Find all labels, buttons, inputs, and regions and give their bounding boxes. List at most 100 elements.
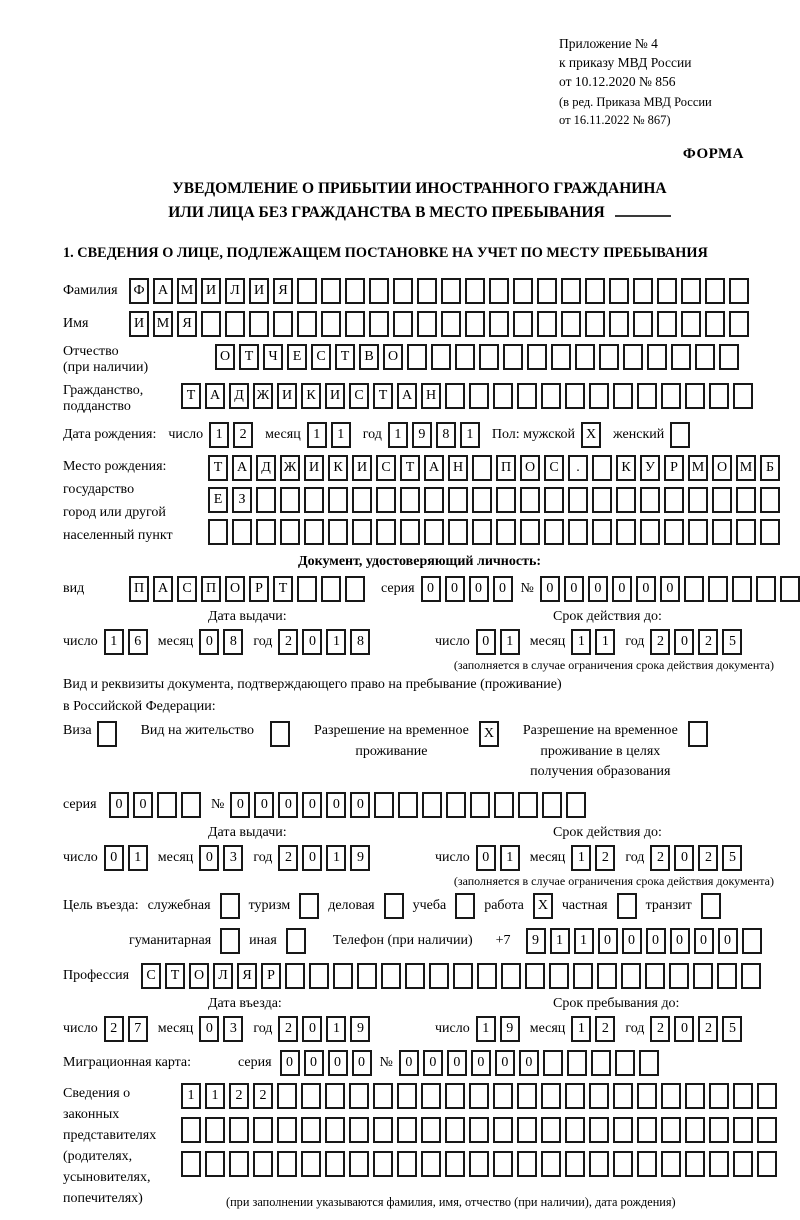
- char-box[interactable]: [503, 344, 523, 370]
- char-box[interactable]: Т: [373, 383, 393, 409]
- char-box[interactable]: [683, 576, 704, 603]
- char-box[interactable]: М: [153, 311, 173, 337]
- char-box[interactable]: [613, 1117, 633, 1144]
- char-box[interactable]: 0: [587, 576, 608, 603]
- char-box[interactable]: [517, 1083, 537, 1110]
- char-box[interactable]: [729, 311, 749, 337]
- char-box[interactable]: 2: [595, 1016, 616, 1043]
- char-box[interactable]: [349, 1083, 369, 1110]
- char-box[interactable]: [695, 344, 715, 370]
- char-box[interactable]: Я: [273, 278, 293, 304]
- char-box[interactable]: [477, 963, 497, 990]
- char-box[interactable]: [520, 487, 540, 513]
- char-box[interactable]: [357, 963, 377, 990]
- char-box[interactable]: Е: [287, 344, 307, 370]
- char-box[interactable]: [637, 1117, 657, 1144]
- char-box[interactable]: 0: [492, 576, 513, 603]
- char-box[interactable]: [157, 792, 177, 819]
- char-box[interactable]: [613, 1083, 633, 1110]
- char-box[interactable]: Ф: [129, 278, 149, 304]
- char-box[interactable]: [219, 893, 240, 920]
- char-box[interactable]: [541, 1151, 561, 1178]
- char-box[interactable]: [565, 1117, 585, 1144]
- char-box[interactable]: [225, 311, 245, 337]
- char-box[interactable]: [256, 519, 276, 545]
- char-box[interactable]: [566, 1050, 587, 1077]
- char-box[interactable]: [589, 383, 609, 409]
- char-box[interactable]: [517, 383, 537, 409]
- char-box[interactable]: [469, 1151, 489, 1178]
- char-box[interactable]: Д: [229, 383, 249, 409]
- char-box[interactable]: [249, 311, 269, 337]
- char-box[interactable]: [455, 893, 476, 920]
- char-box[interactable]: [664, 519, 684, 545]
- char-box[interactable]: [541, 383, 561, 409]
- char-box[interactable]: [616, 487, 636, 513]
- char-box[interactable]: 2: [650, 629, 671, 656]
- char-box[interactable]: 0: [475, 845, 496, 872]
- char-box[interactable]: [369, 311, 389, 337]
- char-box[interactable]: 2: [253, 1083, 273, 1110]
- char-box[interactable]: [733, 1083, 753, 1110]
- char-box[interactable]: В: [359, 344, 379, 370]
- char-box[interactable]: Т: [400, 455, 420, 481]
- char-box[interactable]: [446, 792, 467, 819]
- char-box[interactable]: [373, 1083, 393, 1110]
- char-box[interactable]: [613, 383, 633, 409]
- char-box[interactable]: 0: [475, 629, 496, 656]
- char-box[interactable]: [445, 1117, 465, 1144]
- char-box[interactable]: [573, 963, 593, 990]
- char-box[interactable]: [527, 344, 547, 370]
- char-box[interactable]: [707, 576, 728, 603]
- char-box[interactable]: [561, 278, 581, 304]
- char-box[interactable]: [513, 278, 533, 304]
- char-box[interactable]: 0: [327, 1050, 348, 1077]
- char-box[interactable]: [729, 278, 749, 304]
- char-box[interactable]: [397, 1083, 417, 1110]
- char-box[interactable]: [472, 487, 492, 513]
- char-box[interactable]: [760, 519, 780, 545]
- char-box[interactable]: 1: [571, 845, 592, 872]
- char-box[interactable]: Т: [165, 963, 185, 990]
- char-box[interactable]: [501, 963, 521, 990]
- char-box[interactable]: [633, 278, 653, 304]
- char-box[interactable]: 1: [571, 629, 592, 656]
- char-box[interactable]: [424, 487, 444, 513]
- char-box[interactable]: [393, 278, 413, 304]
- char-box[interactable]: [551, 344, 571, 370]
- char-box[interactable]: [669, 963, 689, 990]
- char-box[interactable]: [397, 1117, 417, 1144]
- char-box[interactable]: 0: [446, 1050, 467, 1077]
- char-box[interactable]: 8: [435, 422, 456, 448]
- char-box[interactable]: С: [311, 344, 331, 370]
- char-box[interactable]: [565, 1083, 585, 1110]
- char-box[interactable]: [623, 344, 643, 370]
- char-box[interactable]: [633, 311, 653, 337]
- char-box[interactable]: 0: [674, 845, 695, 872]
- char-box[interactable]: [670, 422, 691, 448]
- char-box[interactable]: [681, 278, 701, 304]
- char-box[interactable]: 2: [278, 1016, 299, 1043]
- char-box[interactable]: 1: [209, 422, 230, 448]
- char-box[interactable]: [297, 311, 317, 337]
- char-box[interactable]: Я: [177, 311, 197, 337]
- char-box[interactable]: [589, 1151, 609, 1178]
- char-box[interactable]: [205, 1117, 225, 1144]
- char-box[interactable]: [325, 1083, 345, 1110]
- char-box[interactable]: О: [215, 344, 235, 370]
- char-box[interactable]: [575, 344, 595, 370]
- char-box[interactable]: [489, 278, 509, 304]
- char-box[interactable]: [285, 928, 306, 955]
- char-box[interactable]: Т: [208, 455, 228, 481]
- char-box[interactable]: [422, 792, 443, 819]
- char-box[interactable]: 1: [573, 928, 594, 955]
- char-box[interactable]: [520, 519, 540, 545]
- char-box[interactable]: [277, 1151, 297, 1178]
- char-box[interactable]: [181, 1117, 201, 1144]
- char-box[interactable]: С: [349, 383, 369, 409]
- char-box[interactable]: 7: [127, 1016, 148, 1043]
- char-box[interactable]: [709, 1151, 729, 1178]
- char-box[interactable]: К: [301, 383, 321, 409]
- char-box[interactable]: [301, 1083, 321, 1110]
- char-box[interactable]: [345, 311, 365, 337]
